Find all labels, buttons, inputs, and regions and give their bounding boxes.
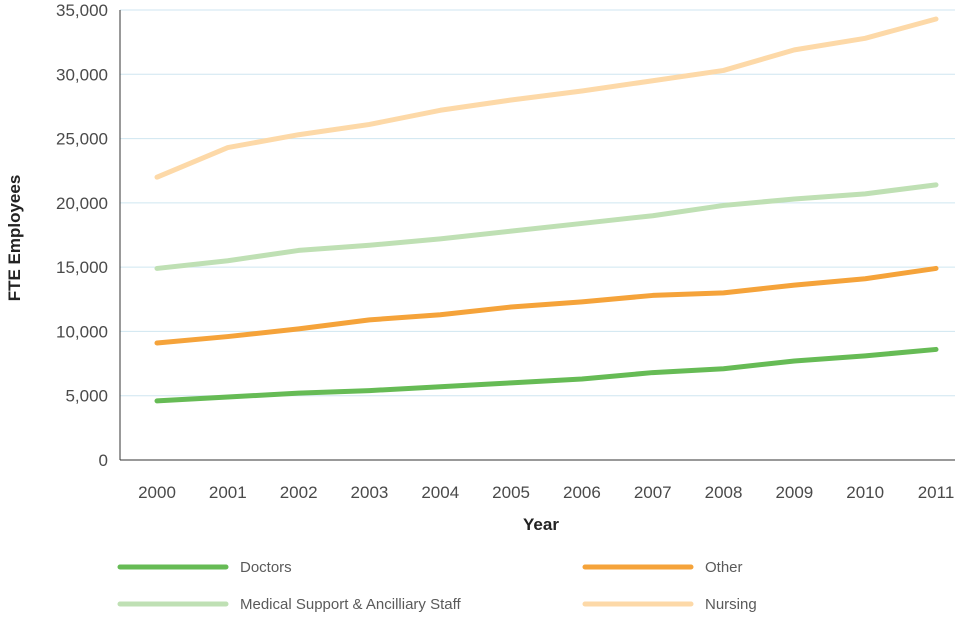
x-tick-label: 2006 [563,483,601,502]
y-tick-label: 25,000 [56,130,108,149]
y-tick-label: 10,000 [56,322,108,341]
y-axis-title: FTE Employees [5,175,24,302]
y-tick-label: 0 [99,451,108,470]
legend-item: Medical Support & Ancilliary Staff [117,596,461,613]
series-line-medical-support-ancilliary-staff [154,182,939,271]
x-tick-label: 2011 [918,483,955,502]
axis-layer: 0 5,000 10,000 15,000 20,000 25,000 30,000 35,0… [56,1,955,502]
series-line-nursing [154,16,939,180]
x-tick-label: 2001 [209,483,247,502]
y-tick-label: 5,000 [65,387,108,406]
legend-label: Medical Support & Ancilliary Staff [240,596,461,613]
series-layer [154,16,939,404]
x-tick-label: 2002 [280,483,318,502]
y-tick-label: 30,000 [56,65,108,84]
x-tick-label: 2009 [775,483,813,502]
legend-label: Other [705,559,743,576]
y-tick-label: 15,000 [56,258,108,277]
legend-label: Nursing [705,596,757,613]
legend-item: Doctors [117,559,292,576]
legend-label: Doctors [240,559,292,576]
grid-layer [120,9,955,397]
legend-item: Nursing [582,596,757,613]
series-line-doctors [154,346,939,404]
x-tick-label: 2003 [351,483,389,502]
legend-item: Other [582,559,743,576]
series-line-other [154,265,939,346]
y-tick-label: 20,000 [56,194,108,213]
x-tick-label: 2010 [846,483,884,502]
y-tick-label: 35,000 [56,1,108,20]
x-tick-label: 2004 [421,483,459,502]
legend: Doctors Other Medical Support & Ancilliary… [117,559,757,613]
x-tick-label: 2000 [138,483,176,502]
x-tick-label: 2005 [492,483,530,502]
x-tick-label: 2007 [634,483,672,502]
x-tick-label: 2008 [705,483,743,502]
x-axis-title: Year [523,515,559,534]
